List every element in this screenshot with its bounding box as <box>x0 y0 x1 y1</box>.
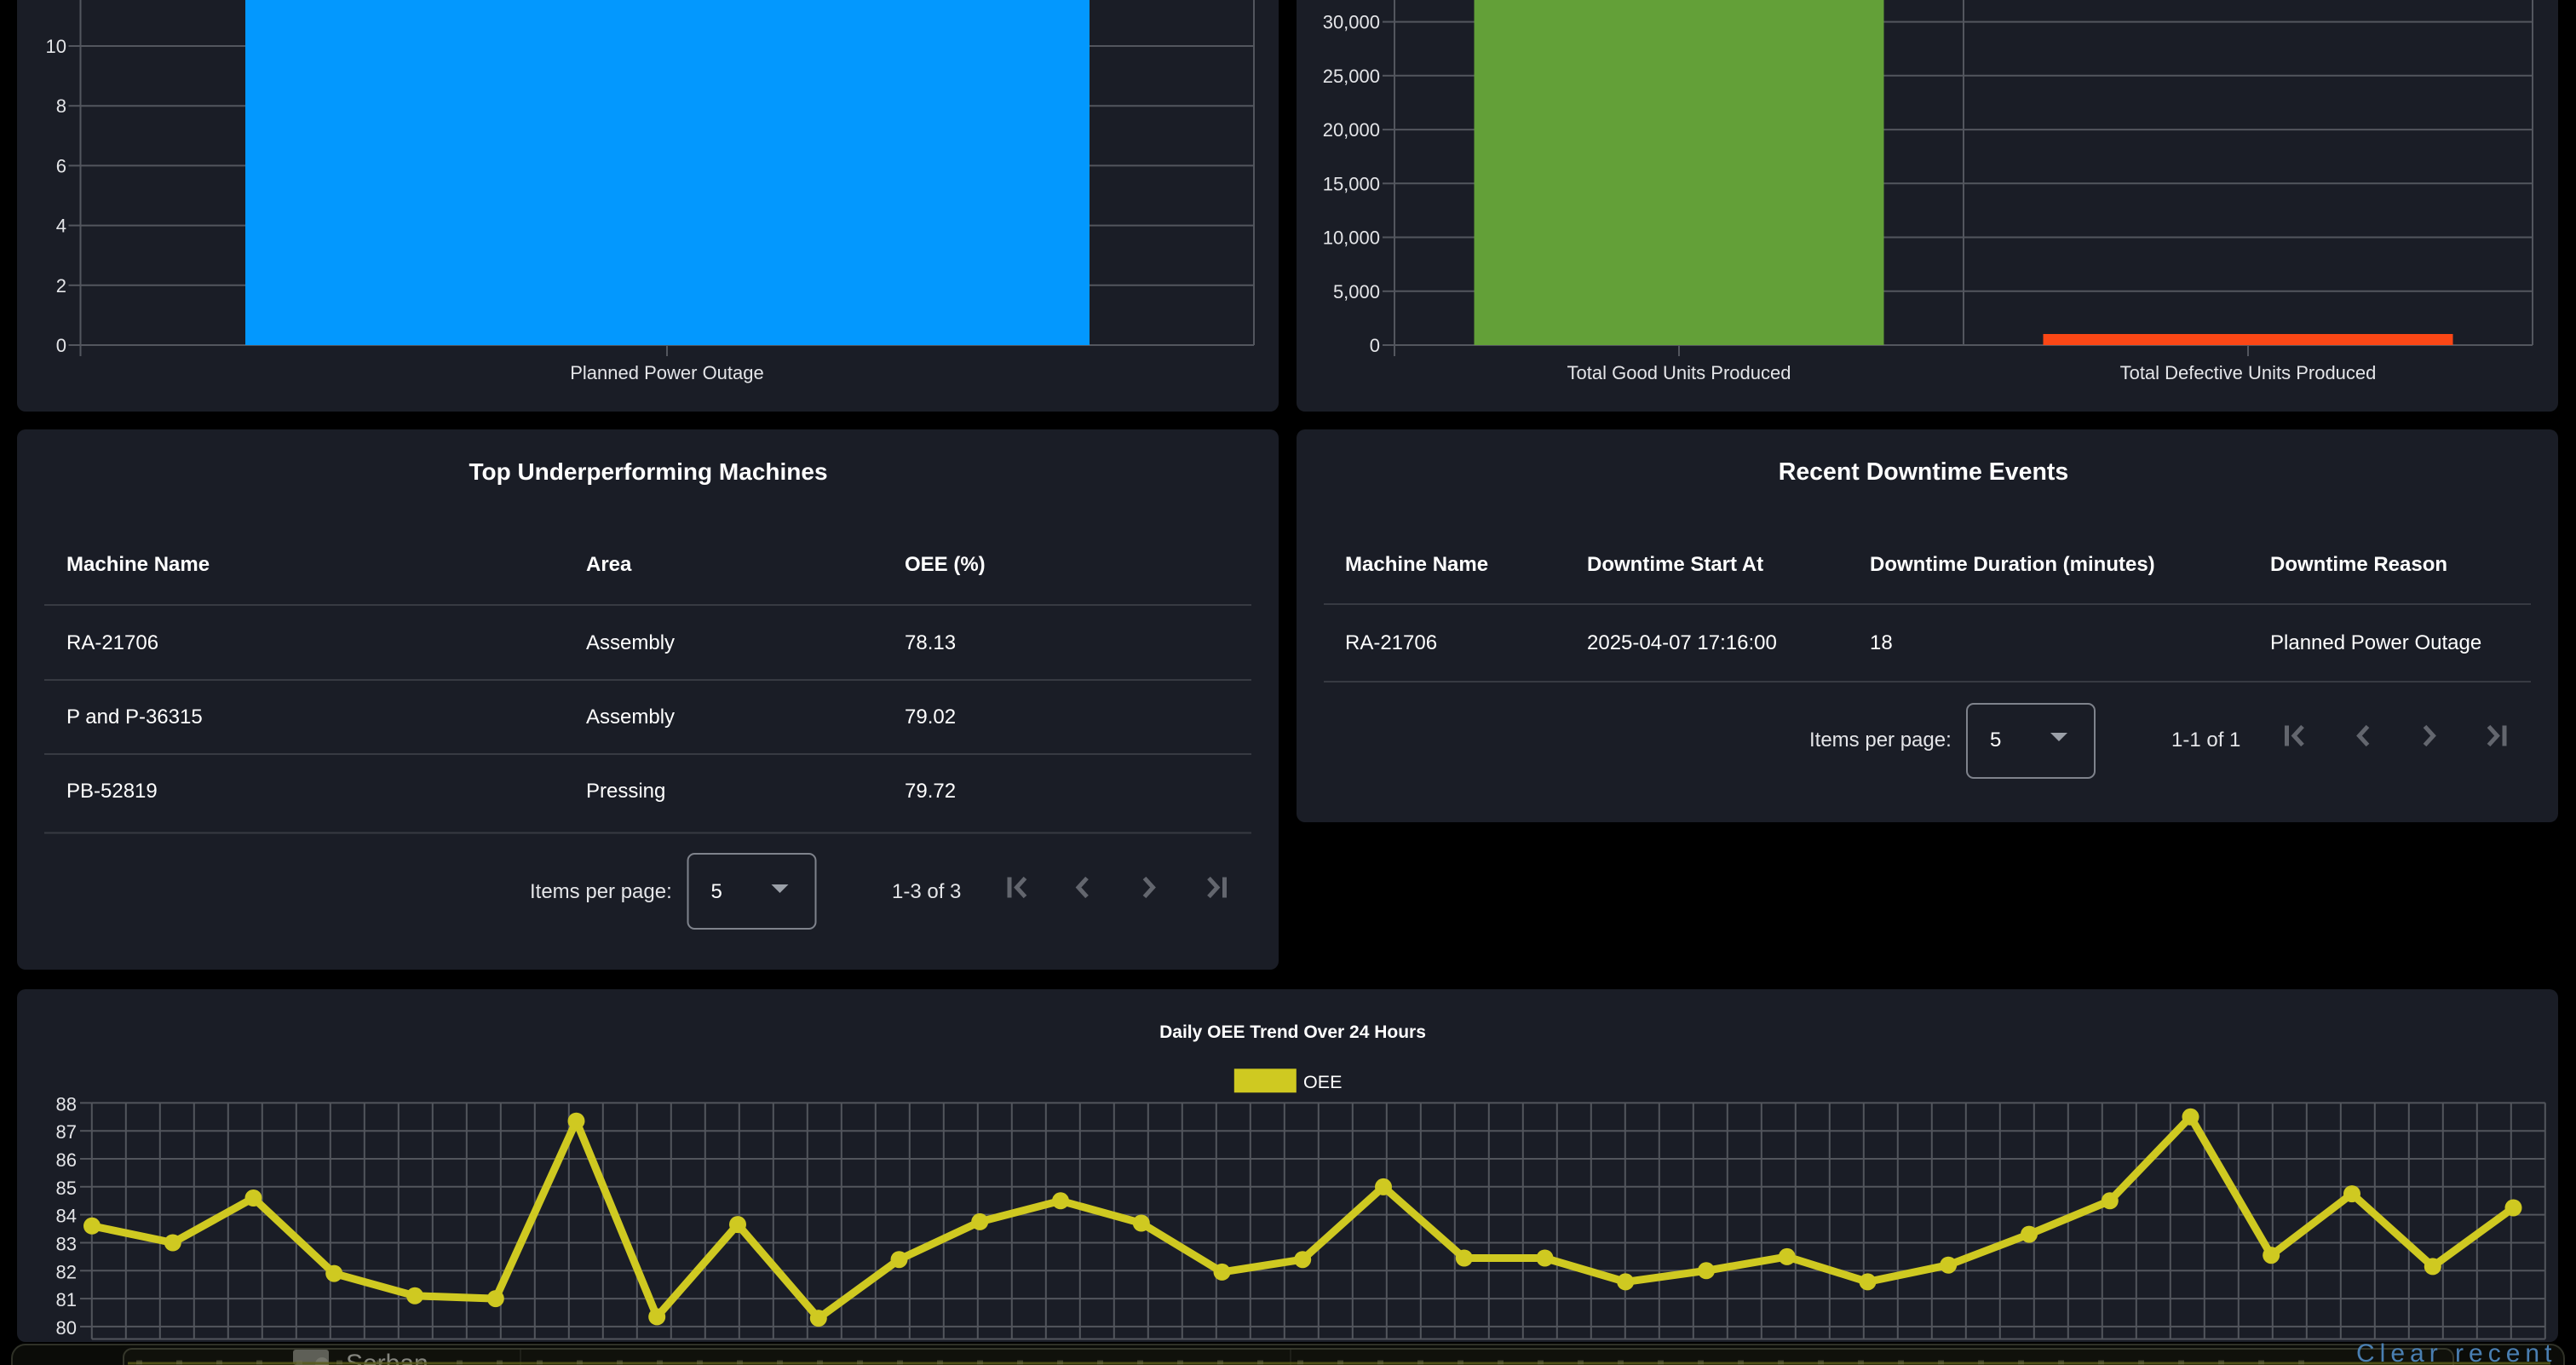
svg-text:Assembly: Assembly <box>586 706 675 729</box>
svg-text:85: 85 <box>56 1178 77 1199</box>
svg-text:2025-04-07 17:16:00: 2025-04-07 17:16:00 <box>1587 631 1777 654</box>
svg-text:15,000: 15,000 <box>1323 173 1380 194</box>
svg-text:80: 80 <box>56 1317 77 1339</box>
svg-text:2: 2 <box>56 275 66 297</box>
svg-text:86: 86 <box>56 1149 77 1171</box>
svg-text:P and P-36315: P and P-36315 <box>66 706 203 729</box>
svg-text:Downtime Start At: Downtime Start At <box>1587 553 1763 576</box>
svg-text:10: 10 <box>46 36 66 57</box>
svg-text:Planned Power Outage: Planned Power Outage <box>2270 631 2481 654</box>
svg-text:Machine Name: Machine Name <box>1345 553 1488 576</box>
svg-text:88: 88 <box>56 1093 77 1114</box>
svg-text:Clear recent: Clear recent <box>2356 1339 2556 1365</box>
svg-text:30,000: 30,000 <box>1323 12 1380 33</box>
svg-text:Machine Name: Machine Name <box>66 553 210 576</box>
svg-text:Recent Downtime Events: Recent Downtime Events <box>1779 458 2069 486</box>
svg-text:1-1 of 1: 1-1 of 1 <box>2171 729 2240 752</box>
svg-text:83: 83 <box>56 1234 77 1255</box>
svg-text:84: 84 <box>56 1206 77 1227</box>
svg-text:Items per page:: Items per page: <box>530 880 672 903</box>
svg-text:RA-21706: RA-21706 <box>1345 631 1437 654</box>
svg-text:Downtime Duration (minutes): Downtime Duration (minutes) <box>1870 553 2155 576</box>
svg-text:18: 18 <box>1870 631 1893 654</box>
svg-text:Total Defective Units Produced: Total Defective Units Produced <box>2120 362 2377 383</box>
svg-text:79.72: 79.72 <box>905 780 956 803</box>
svg-text:20,000: 20,000 <box>1323 119 1380 141</box>
svg-text:Area: Area <box>586 553 632 576</box>
svg-text:OEE (%): OEE (%) <box>905 553 986 576</box>
svg-text:Pressing: Pressing <box>586 780 665 803</box>
svg-text:8: 8 <box>56 95 66 117</box>
svg-text:Total Good Units Produced: Total Good Units Produced <box>1567 362 1791 383</box>
svg-text:0: 0 <box>56 335 66 356</box>
svg-text:6: 6 <box>56 155 66 176</box>
svg-text:5: 5 <box>1990 729 2001 752</box>
svg-text:87: 87 <box>56 1121 77 1143</box>
svg-text:10,000: 10,000 <box>1323 228 1380 249</box>
svg-text:25,000: 25,000 <box>1323 66 1380 87</box>
svg-text:Top Underperforming Machines: Top Underperforming Machines <box>469 458 827 485</box>
svg-text:1-3 of 3: 1-3 of 3 <box>892 880 961 903</box>
svg-text:Downtime Reason: Downtime Reason <box>2270 553 2447 576</box>
svg-text:82: 82 <box>56 1261 77 1282</box>
svg-text:OEE: OEE <box>1303 1072 1342 1092</box>
svg-text:Planned Power Outage: Planned Power Outage <box>570 362 764 383</box>
svg-text:RA-21706: RA-21706 <box>66 631 158 654</box>
svg-text:Items per page:: Items per page: <box>1809 729 1952 752</box>
svg-text:4: 4 <box>56 216 66 237</box>
svg-text:81: 81 <box>56 1289 77 1310</box>
svg-text:79.02: 79.02 <box>905 706 956 729</box>
svg-text:Assembly: Assembly <box>586 631 675 654</box>
svg-text:5: 5 <box>711 880 722 903</box>
svg-text:78.13: 78.13 <box>905 631 956 654</box>
svg-text:0: 0 <box>1370 335 1380 356</box>
svg-text:Daily OEE Trend Over 24 Hours: Daily OEE Trend Over 24 Hours <box>1159 1022 1426 1042</box>
svg-text:Serban: Serban <box>346 1350 428 1365</box>
svg-text:5,000: 5,000 <box>1333 281 1380 302</box>
svg-text:PB-52819: PB-52819 <box>66 780 158 803</box>
